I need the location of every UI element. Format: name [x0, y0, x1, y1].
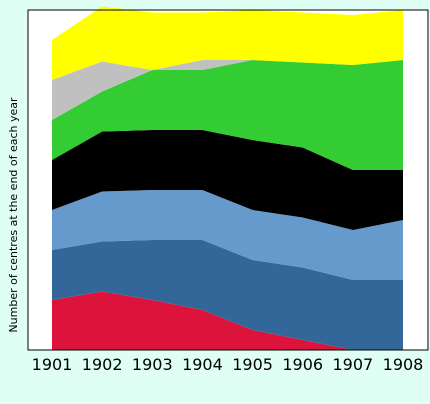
- area-series-1: [52, 291, 403, 350]
- x-tick-label: 1906: [282, 355, 323, 374]
- plot-area-border: [27, 9, 429, 351]
- x-tick-label: 1902: [82, 355, 123, 374]
- x-tick-label: 1908: [383, 355, 424, 374]
- area-series-2: [52, 240, 403, 350]
- area-series-6: [52, 60, 403, 120]
- area-series-group: [52, 6, 403, 350]
- x-tick-label: 1901: [32, 355, 73, 374]
- x-tick-label: 1903: [132, 355, 173, 374]
- area-series-3: [52, 190, 403, 280]
- area-series-7: [52, 6, 403, 80]
- x-tick-label: 1904: [182, 355, 223, 374]
- x-tick-labels: 1901 1902 1903 1904 1905 1906 1907 1908: [32, 355, 424, 374]
- area-series-4: [52, 130, 403, 230]
- x-tick-label: 1907: [332, 355, 373, 374]
- x-tick-label: 1905: [232, 355, 273, 374]
- y-axis-label: Number of centres at the end of each yea…: [7, 97, 20, 333]
- area-series-5: [52, 60, 403, 170]
